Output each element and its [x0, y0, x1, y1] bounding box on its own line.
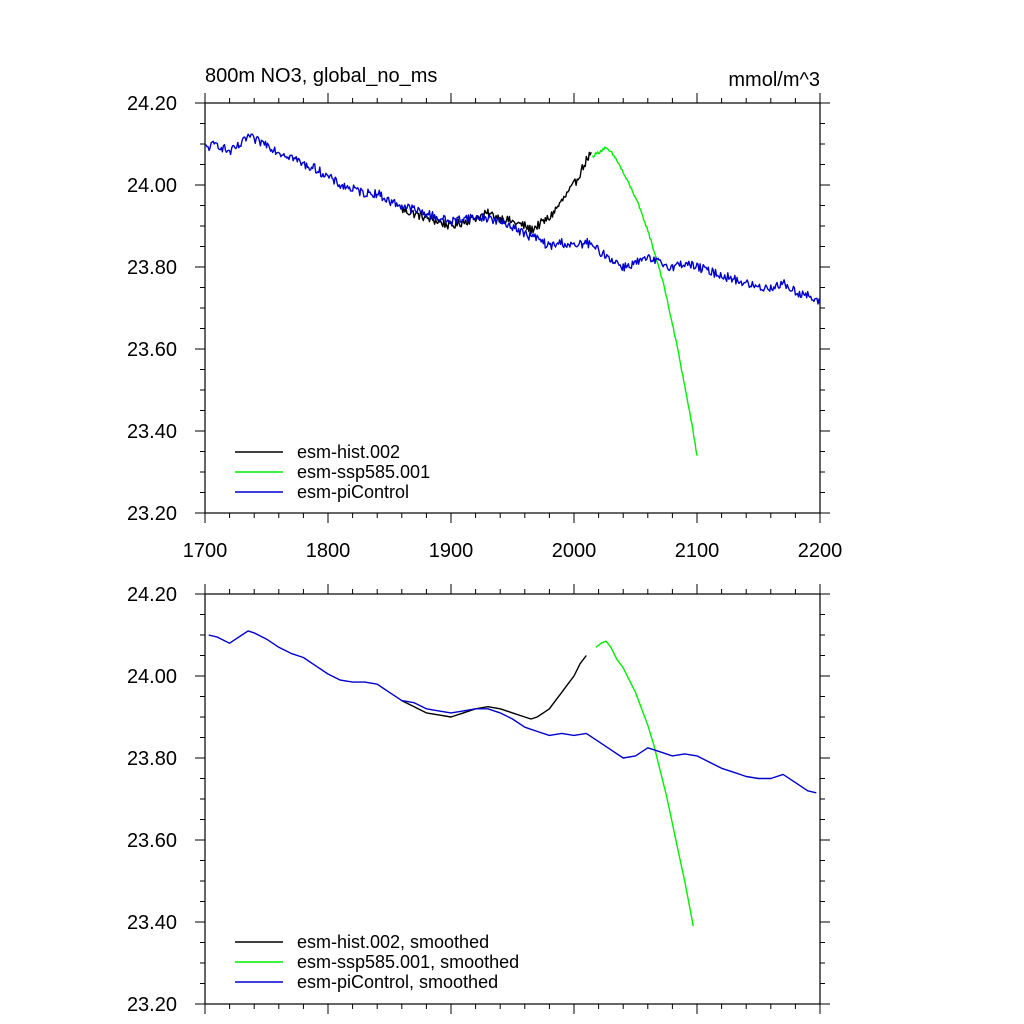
y-tick-label: 23.20 — [127, 994, 177, 1016]
y-tick-label: 23.40 — [127, 421, 177, 443]
legend-entry: esm-hist.002 — [297, 442, 400, 462]
bottom-panel: 23.20 23.40 23.60 23.80 24.00 24.20 esm-hist.0… — [127, 584, 830, 1016]
y-tick-label: 23.80 — [127, 257, 177, 279]
top-panel: 800m NO3, global_no_ms mmol/m^3 23.2023.… — [127, 65, 842, 562]
y-tick-label: 23.40 — [127, 912, 177, 934]
legend-entry: esm-piControl, smoothed — [297, 972, 498, 992]
y-tick-label: 24.20 — [127, 584, 177, 606]
legend-entry: esm-ssp585.001 — [297, 462, 430, 482]
x-tick-label: 1700 — [183, 540, 228, 562]
x-tick-label: 2200 — [798, 540, 843, 562]
y-tick-label: 23.20 — [127, 503, 177, 525]
y-tick-label: 24.00 — [127, 175, 177, 197]
legend-entry: esm-ssp585.001, smoothed — [297, 952, 519, 972]
legend-entry: esm-piControl — [297, 482, 409, 502]
y-tick-label: 23.60 — [127, 830, 177, 852]
top-plot-frame: 23.20 23.40 23.60 23.80 24.00 24.20 1700 1800 19… — [127, 93, 842, 562]
series-line-esm-hist — [401, 151, 592, 235]
y-tick-label: 23.60 — [127, 339, 177, 361]
axis-ticks — [195, 93, 830, 523]
x-tick-label: 2000 — [552, 540, 597, 562]
series-line-esm-ssp585 — [591, 146, 698, 456]
x-tick-label: 1900 — [429, 540, 474, 562]
y-tick-label: 24.00 — [127, 666, 177, 688]
y-tick-label: 23.80 — [127, 748, 177, 770]
series-line-esm-ssp585 — [595, 640, 694, 927]
x-tick-label: 2100 — [675, 540, 720, 562]
y-tick-label: 24.20 — [127, 93, 177, 115]
series-line-esm-hist — [401, 655, 587, 720]
axis-ticks — [195, 584, 830, 1014]
bottom-plot-frame: 23.20 23.40 23.60 23.80 24.00 24.20 esm-hist.0… — [127, 584, 830, 1016]
series-line-esm-piControl — [205, 133, 820, 305]
top-panel-title: 800m NO3, global_no_ms — [205, 65, 437, 87]
top-panel-units: mmol/m^3 — [728, 69, 820, 91]
x-tick-label: 1800 — [306, 540, 351, 562]
series-line-esm-piControl — [208, 630, 817, 794]
legend-entry: esm-hist.002, smoothed — [297, 932, 489, 952]
